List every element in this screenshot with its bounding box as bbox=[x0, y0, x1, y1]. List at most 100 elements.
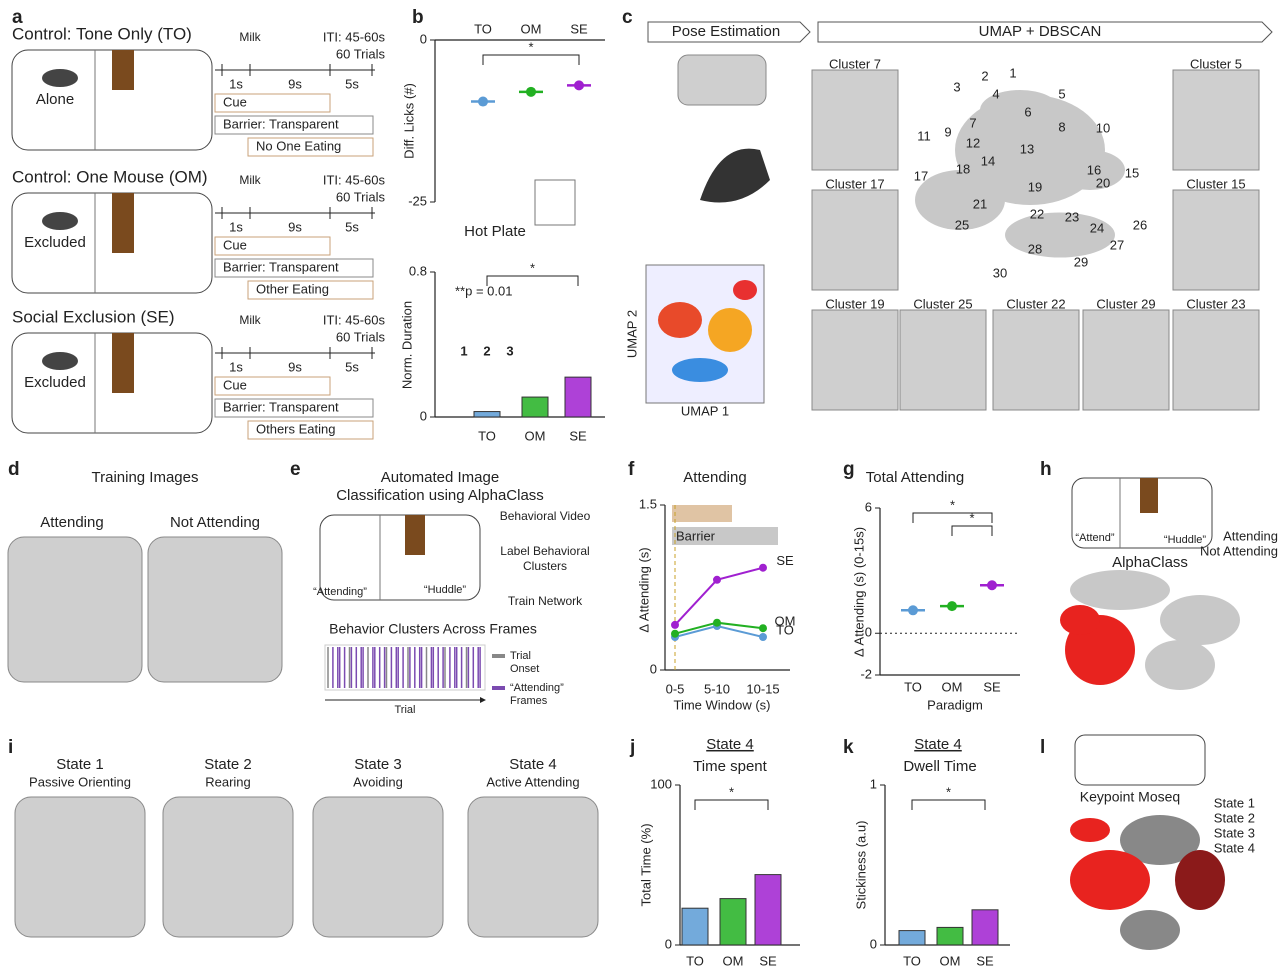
arena-food bbox=[112, 50, 134, 90]
phase-label: Cue bbox=[223, 237, 247, 252]
hot-plate bbox=[534, 179, 576, 226]
cluster-image bbox=[899, 309, 987, 411]
cluster-number: 19 bbox=[1028, 179, 1042, 194]
title: AlphaClass bbox=[1112, 554, 1188, 571]
image bbox=[467, 796, 599, 938]
interval-label: 9s bbox=[288, 219, 302, 234]
state-description: Avoiding bbox=[353, 774, 403, 789]
interval-label: 5s bbox=[345, 76, 359, 91]
mouse bbox=[42, 212, 78, 230]
inset-label: 3 bbox=[506, 343, 513, 358]
panel-label: i bbox=[8, 737, 13, 758]
y-tick-label: 6 bbox=[865, 499, 872, 514]
mouse-label: Alone bbox=[36, 91, 74, 108]
arena-food bbox=[112, 193, 134, 253]
arena-label: “Huddle” bbox=[424, 584, 467, 596]
state-description: Passive Orienting bbox=[29, 774, 131, 789]
pose-mouse bbox=[700, 148, 770, 203]
bar bbox=[754, 874, 782, 946]
cluster-number: 17 bbox=[914, 168, 928, 183]
phase-label: Others Eating bbox=[256, 421, 336, 436]
chart-header: State 4 bbox=[914, 736, 962, 753]
x-tick-label: OM bbox=[942, 679, 963, 694]
arena-label: “Huddle” bbox=[1164, 534, 1207, 546]
legend-label: Not Attending bbox=[1200, 543, 1278, 558]
mouse-label: Excluded bbox=[24, 234, 86, 251]
sig-label: * bbox=[950, 497, 955, 512]
phase-bar bbox=[214, 115, 374, 135]
trials-label: 60 Trials bbox=[336, 46, 386, 61]
x-tick-label: TO bbox=[478, 428, 496, 443]
mean-dot bbox=[478, 96, 488, 107]
chart-header: State 4 bbox=[706, 736, 754, 753]
sig-label: * bbox=[528, 39, 533, 54]
legend-label: State 3 bbox=[1214, 825, 1255, 840]
arena-food bbox=[1140, 478, 1158, 513]
axis-label: UMAP 1 bbox=[681, 403, 729, 418]
interval-label: 5s bbox=[345, 359, 359, 374]
cluster-image bbox=[811, 69, 899, 171]
x-tick-label: SE bbox=[976, 953, 994, 968]
umap-blob bbox=[980, 90, 1060, 130]
x-tick-label: 10-15 bbox=[746, 681, 779, 696]
legend-label: Frames bbox=[510, 695, 548, 707]
cluster-number: 30 bbox=[993, 265, 1007, 280]
sig-bracket bbox=[911, 799, 986, 810]
cluster-number: 9 bbox=[944, 124, 951, 139]
cluster-number: 27 bbox=[1110, 237, 1124, 252]
point bbox=[759, 624, 767, 633]
cloud bbox=[1060, 605, 1100, 635]
point bbox=[671, 620, 679, 629]
x-tick-label: TO bbox=[903, 953, 921, 968]
state-name: State 2 bbox=[204, 756, 252, 773]
phase-bar bbox=[214, 376, 331, 396]
bar bbox=[521, 396, 549, 418]
image-label: Not Attending bbox=[170, 514, 260, 531]
legend-label: State 1 bbox=[1214, 795, 1255, 810]
inset-label: 2 bbox=[483, 343, 490, 358]
phase-bar bbox=[247, 420, 374, 440]
y-tick-label: 100 bbox=[650, 776, 672, 791]
cluster-number: 5 bbox=[1058, 86, 1065, 101]
x-tick-label: SE bbox=[983, 679, 1001, 694]
interval-label: 5s bbox=[345, 219, 359, 234]
cluster-number: 1 bbox=[1009, 65, 1016, 80]
cluster-image bbox=[1172, 189, 1260, 291]
cue-box bbox=[672, 505, 732, 522]
cluster-title: Cluster 19 bbox=[825, 296, 884, 311]
cluster-number: 24 bbox=[1090, 220, 1104, 235]
cluster-image bbox=[1172, 69, 1260, 171]
panel-label: b bbox=[412, 7, 424, 28]
x-tick-label: TO bbox=[904, 679, 922, 694]
cluster-number: 8 bbox=[1058, 119, 1065, 134]
y-tick-label: 0 bbox=[420, 31, 427, 46]
phase-label: Barrier: Transparent bbox=[223, 259, 339, 274]
panel-label: l bbox=[1040, 737, 1045, 758]
cluster-number: 13 bbox=[1020, 141, 1034, 156]
flow-step: Clusters bbox=[523, 559, 567, 573]
sig-bracket bbox=[951, 525, 993, 536]
arena-food bbox=[112, 333, 134, 393]
y-tick-label: -2 bbox=[860, 666, 872, 681]
x-tick-label: OM bbox=[525, 428, 546, 443]
sig-label: * bbox=[969, 510, 974, 525]
phase-label: Barrier: Transparent bbox=[223, 399, 339, 414]
cloud bbox=[1175, 850, 1225, 910]
bar bbox=[564, 376, 592, 418]
cluster-number: 25 bbox=[955, 217, 969, 232]
annotation: Barrier bbox=[676, 528, 716, 543]
legend-label: State 2 bbox=[1214, 810, 1255, 825]
phase-label: Other Eating bbox=[256, 281, 329, 296]
trials-label: 60 Trials bbox=[336, 329, 386, 344]
panel-label: g bbox=[843, 459, 855, 480]
cluster-title: Cluster 17 bbox=[825, 176, 884, 191]
cluster-number: 18 bbox=[956, 161, 970, 176]
point bbox=[759, 563, 767, 572]
milk-label: Milk bbox=[239, 30, 261, 44]
cluster-number: 7 bbox=[969, 115, 976, 130]
mean-dot bbox=[947, 601, 957, 612]
flow-step: Train Network bbox=[508, 594, 583, 608]
cluster-number: 23 bbox=[1065, 209, 1079, 224]
chart-title: Time spent bbox=[693, 758, 767, 775]
x-tick-label: OM bbox=[521, 21, 542, 36]
